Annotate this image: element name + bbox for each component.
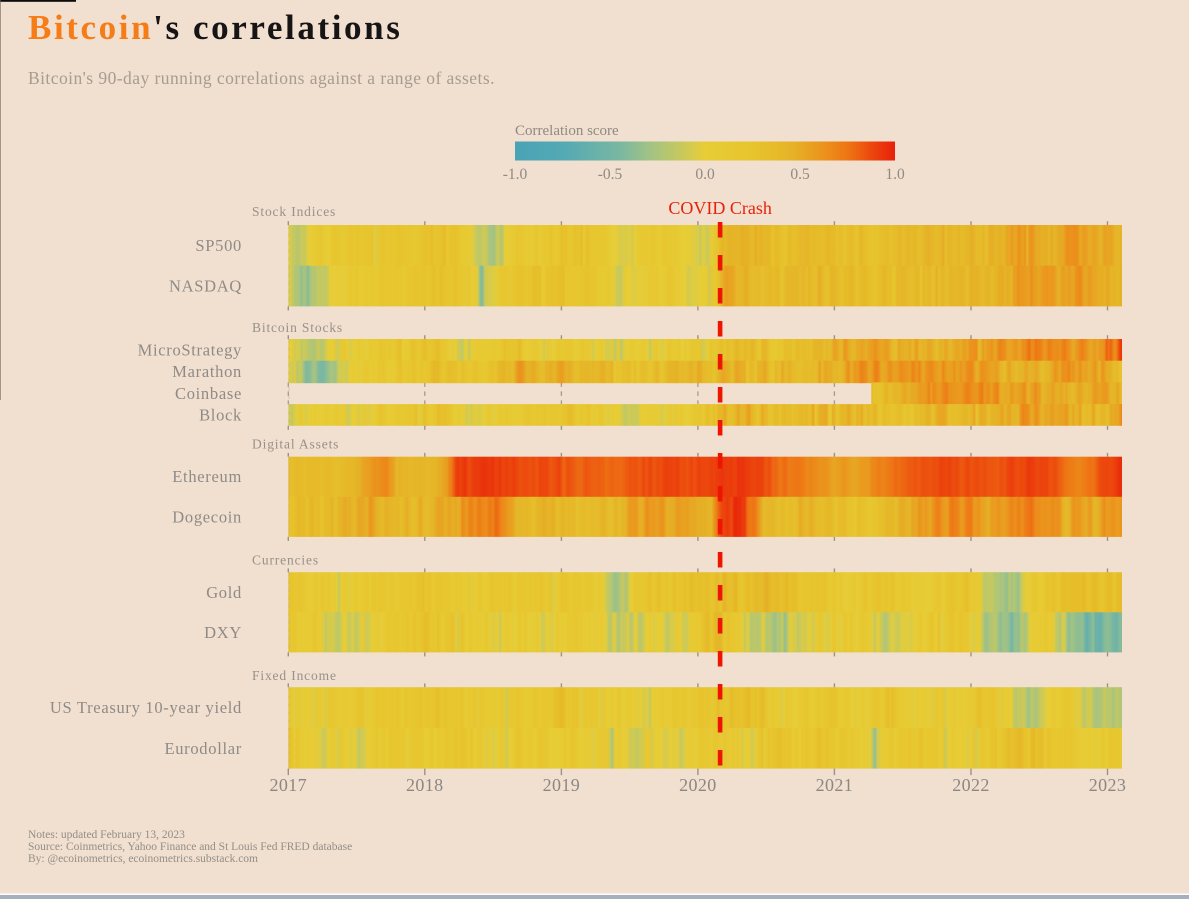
svg-text:Gold: Gold xyxy=(206,583,242,602)
svg-text:Marathon: Marathon xyxy=(172,362,242,381)
svg-text:By: @ecoinometrics, ecoinometr: By: @ecoinometrics, ecoinometrics.substa… xyxy=(28,853,258,865)
svg-text:Currencies: Currencies xyxy=(252,553,319,568)
svg-text:Eurodollar: Eurodollar xyxy=(164,739,242,758)
svg-text:Coinbase: Coinbase xyxy=(175,384,242,403)
svg-text:Bitcoin's 90-day running corre: Bitcoin's 90-day running correlations ag… xyxy=(28,68,495,88)
svg-text:0.5: 0.5 xyxy=(790,166,810,183)
svg-text:-0.5: -0.5 xyxy=(598,166,623,183)
svg-text:Bitcoin's correlations: Bitcoin's correlations xyxy=(28,8,402,47)
svg-text:SP500: SP500 xyxy=(195,236,242,255)
svg-text:2023: 2023 xyxy=(1089,775,1127,795)
svg-text:Block: Block xyxy=(199,406,242,425)
svg-text:2022: 2022 xyxy=(952,775,990,795)
svg-text:2020: 2020 xyxy=(679,775,717,795)
svg-text:-1.0: -1.0 xyxy=(503,166,528,183)
svg-text:US Treasury 10-year yield: US Treasury 10-year yield xyxy=(50,698,242,717)
svg-text:Bitcoin Stocks: Bitcoin Stocks xyxy=(252,320,343,335)
svg-text:Source: Coinmetrics, Yahoo Fin: Source: Coinmetrics, Yahoo Finance and S… xyxy=(28,841,352,853)
svg-text:2021: 2021 xyxy=(816,775,854,795)
svg-text:Notes: updated February 13, 20: Notes: updated February 13, 2023 xyxy=(28,829,185,841)
svg-text:2019: 2019 xyxy=(543,775,581,795)
svg-text:Stock Indices: Stock Indices xyxy=(252,204,336,219)
svg-text:0.0: 0.0 xyxy=(695,166,715,183)
svg-text:Correlation score: Correlation score xyxy=(515,123,619,139)
svg-text:DXY: DXY xyxy=(204,623,242,642)
svg-text:1.0: 1.0 xyxy=(885,166,905,183)
svg-text:MicroStrategy: MicroStrategy xyxy=(138,340,242,359)
svg-text:Ethereum: Ethereum xyxy=(172,467,242,486)
svg-text:Digital Assets: Digital Assets xyxy=(252,437,339,452)
svg-text:Fixed Income: Fixed Income xyxy=(252,668,337,683)
svg-text:2018: 2018 xyxy=(406,775,444,795)
svg-text:2017: 2017 xyxy=(269,775,307,795)
svg-text:Dogecoin: Dogecoin xyxy=(172,507,242,526)
svg-text:COVID Crash: COVID Crash xyxy=(668,198,772,218)
svg-text:NASDAQ: NASDAQ xyxy=(169,277,242,296)
